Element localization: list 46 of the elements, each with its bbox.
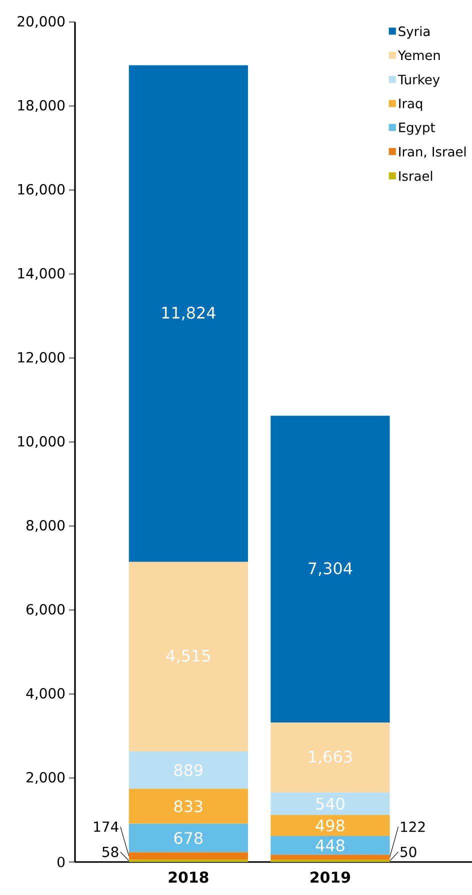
bar <box>128 562 248 752</box>
legend-label: Syria <box>398 26 430 39</box>
y-tick-label: 0 <box>58 856 65 868</box>
y-tick-label: 14,000 <box>18 268 65 280</box>
data-label: 4,515 <box>166 650 210 664</box>
data-label: 498 <box>316 819 344 832</box>
bar <box>128 751 248 789</box>
y-tick-label: 6,000 <box>26 604 65 616</box>
bar <box>128 65 248 562</box>
bar <box>270 792 390 816</box>
data-label: 11,824 <box>162 306 216 320</box>
x-tick-label: 2019 <box>310 872 350 883</box>
x-tick-label: 2018 <box>168 872 208 883</box>
data-label: 678 <box>174 832 203 844</box>
bar <box>128 852 248 860</box>
legend-label: Turkey <box>398 74 440 87</box>
legend-label: Iran, Israel <box>399 146 466 158</box>
data-label: 540 <box>316 798 344 810</box>
y-tick-label: 10,000 <box>18 436 65 448</box>
legend-label: Yemen <box>398 50 440 60</box>
data-label: 122 <box>401 822 425 832</box>
y-tick-label: 20,000 <box>18 16 65 28</box>
bar <box>270 815 390 836</box>
data-label: 50 <box>400 846 416 858</box>
legend-label: Iraq <box>399 98 422 111</box>
data-label: 889 <box>174 764 203 776</box>
y-tick-label: 16,000 <box>18 184 65 196</box>
y-tick-label: 4,000 <box>26 688 65 700</box>
y-tick-label: 8,000 <box>26 520 65 532</box>
bar <box>270 722 390 792</box>
bar <box>128 788 248 824</box>
y-tick-label: 12,000 <box>18 352 65 364</box>
bar <box>270 416 390 723</box>
data-label: 7,304 <box>308 562 352 576</box>
y-tick-label: 18,000 <box>18 100 65 112</box>
data-label: 833 <box>174 800 202 812</box>
bar <box>128 824 248 852</box>
y-tick-label: 2,000 <box>26 772 65 784</box>
legend-label: Israel <box>399 170 432 181</box>
data-label: 448 <box>316 839 344 852</box>
data-label: 174 <box>94 822 118 832</box>
bar <box>270 836 390 855</box>
data-label: 1,663 <box>309 750 352 764</box>
legend-label: Egypt <box>399 122 435 135</box>
data-label: 58 <box>102 846 118 858</box>
bar <box>270 854 390 860</box>
